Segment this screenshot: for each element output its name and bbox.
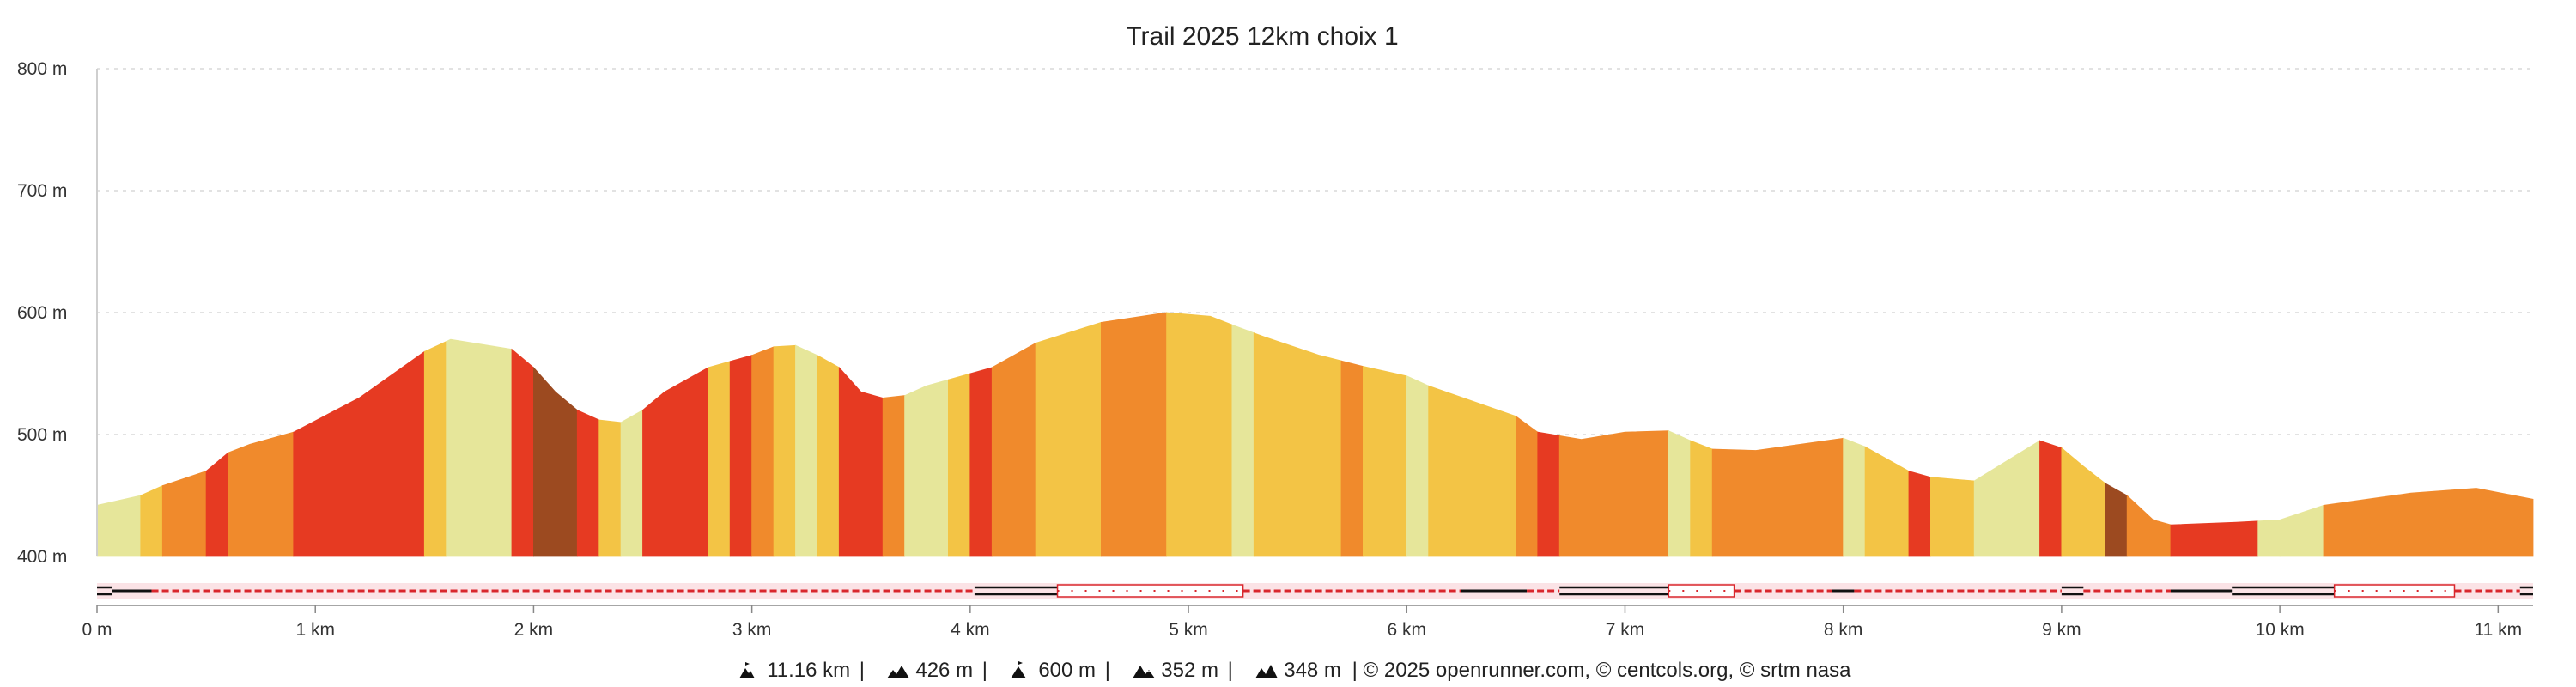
- slope-segment-steep: [576, 409, 600, 557]
- slope-segment-flat: [1406, 375, 1430, 557]
- slope-segment-mild: [1363, 366, 1407, 557]
- slope-segment-mild: [423, 340, 447, 557]
- slope-segment-flat: [1668, 430, 1692, 557]
- min-altitude-value: 352 m: [1161, 658, 1218, 682]
- slope-segment-flat: [620, 409, 643, 557]
- x-tick-label: 1 km: [295, 620, 335, 640]
- slope-segment-flat: [2257, 519, 2281, 557]
- elevation-loss-icon: [1255, 661, 1278, 680]
- separator: |: [1104, 658, 1110, 682]
- slope-segment-moderate: [161, 471, 207, 557]
- x-tick-label: 4 km: [951, 620, 990, 640]
- slope-segment-steep: [205, 452, 228, 557]
- slope-segment-flat: [2279, 504, 2324, 557]
- x-tick-label: 9 km: [2042, 620, 2081, 640]
- elevation-loss-icon: [1132, 661, 1155, 680]
- slope-segment-steep: [293, 350, 425, 557]
- slope-segment-mild: [1253, 332, 1342, 557]
- peak-up-icon: [738, 661, 756, 680]
- slope-segment-moderate: [2126, 495, 2172, 557]
- slope-segment-very-steep: [2105, 483, 2128, 557]
- x-tick-label: 3 km: [732, 620, 772, 640]
- slope-segment-moderate: [751, 346, 775, 557]
- slope-segment-flat: [1973, 440, 2040, 557]
- separator: |: [981, 658, 987, 682]
- elevation-gain-icon: [886, 661, 909, 680]
- slope-segment-steep: [969, 367, 993, 557]
- slope-segment-flat: [96, 495, 142, 557]
- distance-value: 11.16 km: [767, 658, 851, 682]
- slope-segment-moderate: [991, 342, 1036, 557]
- slope-segment-moderate: [1101, 312, 1167, 557]
- slope-segment-moderate: [1516, 415, 1539, 557]
- slope-segment-flat: [1231, 324, 1255, 557]
- slope-segment-flat: [795, 344, 818, 557]
- chart-title: Trail 2025 12km choix 1: [1126, 22, 1398, 51]
- slope-segment-mild: [708, 361, 731, 557]
- elevation-gain-value: 426 m: [915, 658, 974, 682]
- x-tick-label: 0 m: [82, 620, 112, 640]
- y-tick-label: 700 m: [17, 181, 67, 201]
- x-tick-label: 7 km: [1606, 620, 1645, 640]
- y-tick-label: 400 m: [17, 547, 67, 567]
- slope-segment-moderate: [1340, 360, 1364, 557]
- slope-segment-steep: [1908, 471, 1931, 557]
- y-axis-labels: 400 m 500 m 600 m 700 m 800 m: [17, 59, 67, 567]
- slope-segment-mild: [817, 355, 840, 557]
- slope-segment-mild: [2061, 447, 2106, 557]
- peak-max-icon: [1009, 660, 1028, 680]
- route-summary-footer: 11.16 km | 426 m | 600 m | 352 m | 348 m…: [0, 654, 2576, 685]
- x-axis: 0 m 1 km 2 km 3 km 4 km 5 km 6 km 7 km 8 km 9 km 1…: [82, 605, 2533, 640]
- slope-segment-steep: [838, 366, 884, 557]
- credits-text: | © 2025 openrunner.com, © centcols.org,…: [1352, 658, 1851, 682]
- slope-segment-very-steep: [533, 366, 578, 557]
- slope-segment-steep: [729, 355, 752, 557]
- slope-segment-steep: [1537, 431, 1560, 557]
- slope-segment-mild: [1864, 446, 1910, 557]
- slope-segment-flat: [446, 338, 513, 557]
- slope-segment-mild: [1929, 477, 1975, 557]
- slope-segment-moderate: [1711, 437, 1844, 557]
- elevation-area: [96, 312, 2534, 557]
- slope-segment-mild: [1428, 385, 1516, 557]
- separator: |: [859, 658, 866, 682]
- y-tick-label: 500 m: [17, 425, 67, 445]
- slope-segment-steep: [2170, 520, 2259, 557]
- slope-segment-moderate: [2323, 488, 2534, 557]
- slope-segment-mild: [773, 344, 796, 557]
- slope-segment-mild: [948, 373, 971, 557]
- slope-segment-moderate: [882, 395, 905, 557]
- slope-segment-moderate: [228, 431, 295, 557]
- x-tick-label: 10 km: [2256, 620, 2305, 640]
- slope-segment-mild: [1166, 312, 1233, 557]
- slope-segment-moderate: [1558, 430, 1669, 557]
- x-tick-label: 6 km: [1388, 620, 1427, 640]
- x-tick-label: 5 km: [1169, 620, 1208, 640]
- slope-segment-mild: [598, 419, 622, 557]
- slope-segment-steep: [511, 348, 534, 557]
- max-altitude-value: 600 m: [1038, 658, 1097, 682]
- slope-segment-steep: [2039, 440, 2063, 557]
- slope-segment-flat: [904, 379, 949, 557]
- slope-segment-flat: [1843, 437, 1866, 557]
- slope-segment-mild: [1690, 440, 1713, 557]
- y-tick-label: 600 m: [17, 303, 67, 323]
- slope-segment-mild: [1035, 321, 1102, 557]
- x-tick-label: 11 km: [2475, 620, 2523, 640]
- track-paved-dotted: [2333, 584, 2456, 598]
- surface-track: [97, 583, 2533, 599]
- slope-segment-steep: [642, 367, 709, 557]
- x-tick-label: 2 km: [514, 620, 554, 640]
- slope-segment-mild: [140, 484, 163, 557]
- x-tick-label: 8 km: [1824, 620, 1863, 640]
- y-tick-label: 800 m: [17, 59, 67, 79]
- separator: |: [1227, 658, 1233, 682]
- track-background: [97, 583, 2533, 599]
- elevation-loss-value: 348 m: [1284, 658, 1341, 682]
